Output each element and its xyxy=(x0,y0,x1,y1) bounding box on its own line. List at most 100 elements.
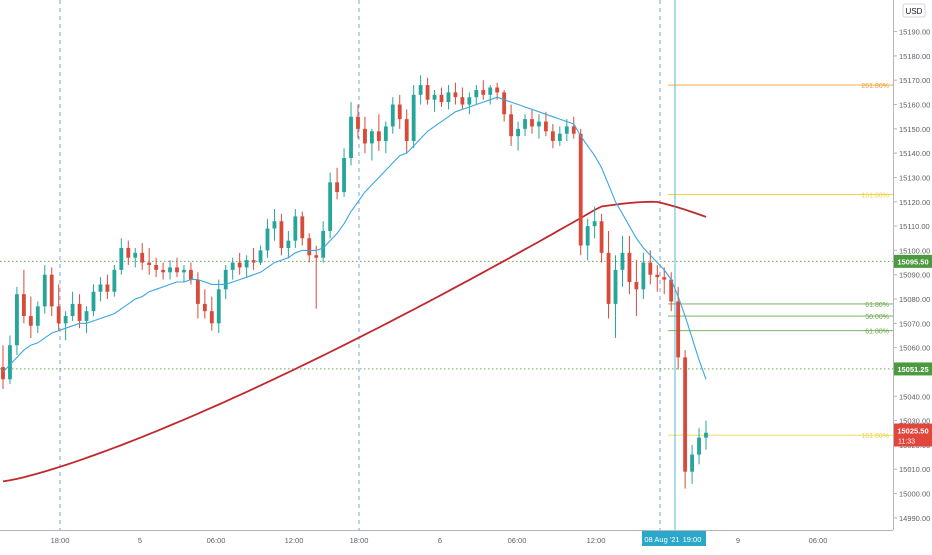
price-axis[interactable]: 15190.00 15180.00 15170.00 15160.00 15150.00… xyxy=(893,0,932,550)
crosshair-date-label: 08 Aug '21 xyxy=(644,535,679,544)
time-tick-label: 9 xyxy=(736,536,740,545)
candle xyxy=(15,286,19,355)
candle xyxy=(446,85,451,110)
candle-body xyxy=(578,133,583,246)
candle xyxy=(585,218,590,261)
candle-body xyxy=(627,252,632,283)
candle xyxy=(140,243,145,270)
candle-body xyxy=(105,284,110,292)
candle xyxy=(1,345,5,389)
candle xyxy=(112,265,117,297)
candle xyxy=(314,245,319,309)
candle xyxy=(77,294,82,329)
candle-body xyxy=(175,267,179,273)
candle xyxy=(363,116,367,154)
candle xyxy=(453,82,458,105)
candle xyxy=(328,172,333,239)
candle-body xyxy=(63,316,68,324)
price-tick-label: 14990.00 xyxy=(899,514,930,523)
price-tick-label: 15110.00 xyxy=(899,222,930,231)
last-price-label: 15025.50 xyxy=(897,427,928,436)
candle xyxy=(272,209,277,241)
candle-body xyxy=(613,269,618,304)
candle xyxy=(126,240,131,265)
candle xyxy=(258,245,263,265)
candle xyxy=(84,306,89,334)
price-tick-label: 15070.00 xyxy=(899,319,930,328)
candle xyxy=(509,104,514,146)
candle-body xyxy=(704,432,708,438)
candle-body xyxy=(56,306,61,324)
candle-body xyxy=(209,311,214,324)
candle xyxy=(175,257,179,278)
candle-body xyxy=(390,104,395,127)
price-tick-label: 15080.00 xyxy=(899,295,930,304)
candle-body xyxy=(244,260,249,268)
candle-body xyxy=(495,87,500,93)
candle xyxy=(474,85,479,105)
candle-body xyxy=(335,182,340,193)
candle-body xyxy=(585,226,590,246)
candle xyxy=(543,111,548,137)
candle xyxy=(397,94,402,129)
time-tick-label: 5 xyxy=(138,536,142,545)
candle-body xyxy=(564,126,569,134)
fib-level-label: 161.80% xyxy=(861,192,889,199)
price-tick-label: 15130.00 xyxy=(899,173,930,182)
candle-body xyxy=(425,85,430,100)
candle xyxy=(425,77,430,105)
price-tick-label: 15160.00 xyxy=(899,101,930,110)
candle xyxy=(606,230,611,319)
candle-body xyxy=(21,294,26,317)
fib-level-label: 261.80% xyxy=(861,83,889,90)
candle-body xyxy=(15,294,19,346)
candle-body xyxy=(592,221,597,227)
price-tick-label: 15100.00 xyxy=(899,246,930,255)
time-axis[interactable]: 18:00 5 06:00 12:00 18:00 6 06:00 12:00 9 06:00 08… xyxy=(0,530,893,547)
candle xyxy=(147,247,152,275)
time-tick-label: 06:00 xyxy=(207,536,226,545)
price-tick-label: 15150.00 xyxy=(899,125,930,134)
candle xyxy=(641,252,646,300)
candle xyxy=(704,420,708,450)
candle-body xyxy=(571,126,576,134)
candle xyxy=(592,206,597,239)
candle xyxy=(286,230,291,258)
candle-body xyxy=(140,252,145,263)
candle xyxy=(676,286,681,370)
candle xyxy=(578,128,583,256)
candle xyxy=(168,260,172,280)
candle xyxy=(404,109,409,154)
price-tick-label: 15030.00 xyxy=(899,417,930,426)
currency-box[interactable] xyxy=(902,3,926,18)
candle-body xyxy=(189,269,193,280)
candle-body xyxy=(411,94,416,142)
price-tick-label: 15010.00 xyxy=(899,465,930,474)
candle-body xyxy=(314,255,319,258)
candle xyxy=(133,247,138,268)
candle-body xyxy=(683,357,688,472)
candle xyxy=(418,75,423,105)
candle-body xyxy=(634,282,639,290)
candle xyxy=(21,269,26,324)
candle-body xyxy=(1,367,5,380)
fast-moving-average xyxy=(2,96,707,380)
candle xyxy=(307,233,312,263)
candle xyxy=(613,255,618,338)
fib-level-label: 61.80% xyxy=(865,302,889,309)
candle xyxy=(369,128,374,161)
candle xyxy=(432,89,437,112)
candle-body xyxy=(439,94,444,103)
price-tick-label: 15180.00 xyxy=(899,52,930,61)
candle-body xyxy=(98,284,103,292)
fib-level-label: 161.80% xyxy=(861,433,889,440)
candle xyxy=(300,211,305,246)
candle-body xyxy=(258,250,263,263)
candle-body xyxy=(404,119,409,142)
bar-countdown-label: 11:33 xyxy=(898,439,915,446)
candle xyxy=(237,252,242,275)
candle-body xyxy=(537,121,541,127)
candle-body xyxy=(279,221,284,248)
